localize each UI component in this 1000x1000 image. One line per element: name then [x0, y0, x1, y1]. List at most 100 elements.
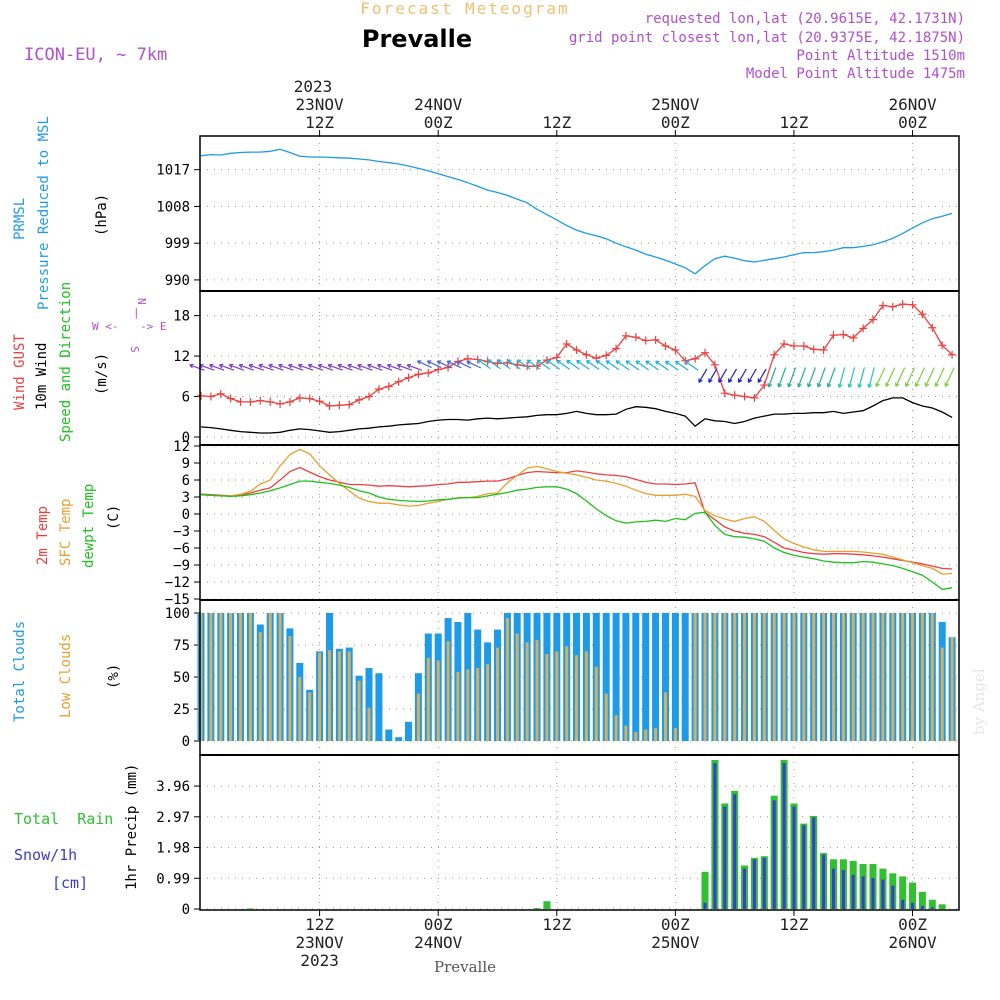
wind-direction-arrow: [396, 363, 413, 371]
y-tick-label: 1017: [156, 163, 190, 179]
point-altitude: Point Altitude 1510m: [796, 48, 965, 64]
gust-point: [839, 330, 848, 339]
gust-point: [859, 324, 868, 333]
pressure-unit-label: (hPa): [94, 194, 110, 236]
gust-point: [276, 399, 285, 408]
y-tick-label: −6: [173, 541, 190, 557]
low-cloud-bar: [308, 692, 312, 741]
panel-frame: [199, 290, 960, 446]
snow-bar: [743, 868, 746, 909]
gust-point: [236, 397, 245, 406]
wind-direction-arrow: [327, 363, 343, 371]
precip-unit-label: 1hr Precip (mm): [124, 764, 140, 890]
wind-direction-arrow: [248, 363, 264, 371]
wind-direction-arrow: [496, 359, 511, 370]
snow-bar: [920, 905, 924, 909]
pressure-line: [200, 148, 953, 275]
gust-point: [414, 370, 423, 379]
low-cloud-bar: [248, 613, 252, 741]
gust-point: [869, 315, 878, 324]
low-cloud-bar: [486, 664, 490, 741]
gust-point: [424, 368, 433, 377]
panel-1: 990 999 1008 1017: [156, 136, 959, 291]
y-tick-label: 100: [165, 606, 190, 622]
low-cloud-bar: [723, 613, 727, 741]
top-date-label: 26NOV: [888, 95, 937, 114]
top-hour-label: 00Z: [424, 113, 453, 132]
top-hour-label: 12Z: [305, 113, 334, 132]
wind-direction-arrow: [347, 363, 363, 371]
wind-direction-arrow: [625, 360, 640, 371]
gust-point: [918, 310, 927, 319]
low-cloud-bar: [466, 669, 470, 741]
total-cloud-bar: [365, 668, 373, 741]
panel2-labels: Wind GUST 10m Wind Speed and Direction (…: [12, 282, 167, 442]
footer-location: Prevalle: [434, 958, 496, 976]
wind-direction-arrow: [934, 367, 945, 387]
rain-bar: [543, 901, 551, 909]
snow-bar: [792, 806, 796, 909]
low-cloud-bar: [505, 618, 509, 741]
gust-point: [562, 339, 571, 348]
low-cloud-bar: [298, 677, 302, 741]
low-cloud-bar: [940, 647, 944, 741]
bottom-hour-label: 00Z: [424, 915, 453, 934]
panel3-labels: 2m Temp SFC Temp dewpt Temp (C): [35, 484, 122, 568]
gust-point: [552, 353, 561, 362]
y-tick-label: −9: [173, 558, 190, 574]
total-cloud-bar: [681, 613, 689, 741]
y-tick-label: 999: [165, 236, 190, 252]
wind-direction-arrow: [747, 368, 757, 383]
low-cloud-bar: [239, 613, 242, 741]
total-cloud-bar: [652, 613, 660, 741]
snow-bar: [881, 879, 885, 909]
snow-bar: [762, 857, 766, 909]
low-cloud-bar: [634, 732, 638, 741]
gust-point: [849, 333, 858, 342]
wind-direction-arrow: [837, 367, 846, 388]
low-cloud-bar: [822, 613, 826, 741]
y-tick-label: 1008: [156, 199, 190, 215]
low-cloud-bar: [318, 652, 322, 741]
low-cloud-bar: [901, 613, 905, 741]
low-cloud-bar: [229, 613, 233, 741]
low-cloud-bar: [644, 729, 648, 741]
compass-w: W <-: [92, 320, 119, 333]
wind-direction-arrow: [446, 360, 462, 369]
y-tick-label: 25: [173, 702, 190, 718]
wind-direction-arrow: [904, 367, 916, 387]
snow-bar: [871, 878, 875, 909]
wind-direction-arrow: [406, 363, 423, 371]
low-cloud-bar: [752, 613, 756, 741]
snow-bar: [851, 874, 855, 909]
total-cloud-bar: [642, 613, 650, 741]
wind-direction-arrow: [728, 368, 738, 383]
bottom-hour-label: 00Z: [898, 915, 927, 934]
total-cloud-bar: [671, 613, 679, 741]
bottom-date-label: 24NOV: [414, 933, 463, 952]
bottom-hour-label: 12Z: [542, 915, 571, 934]
y-tick-label: 9: [182, 456, 190, 472]
rain-label: Total Rain: [14, 810, 113, 828]
top-hour-label: 00Z: [898, 113, 927, 132]
low-cloud-bar: [575, 655, 578, 741]
wind-direction-arrow: [278, 363, 294, 371]
wind-direction-arrow: [536, 359, 551, 370]
wind-direction-arrow: [228, 363, 245, 371]
gust-point: [216, 389, 225, 398]
wind-direction-arrow: [787, 367, 797, 388]
gust-point: [681, 356, 690, 365]
low-cloud-bar: [673, 728, 677, 741]
gust-point: [691, 354, 700, 363]
y-tick-label: 3: [182, 490, 190, 506]
wind-direction-arrow: [767, 367, 777, 388]
wind-direction-arrow: [645, 360, 659, 371]
temp-unit-label: (C): [106, 505, 122, 530]
low-cloud-bar: [476, 668, 480, 741]
gust-point: [256, 396, 265, 405]
wind-direction-arrow: [674, 360, 689, 371]
low-cloud-bar: [624, 725, 628, 741]
wind-direction-arrow: [377, 363, 393, 371]
